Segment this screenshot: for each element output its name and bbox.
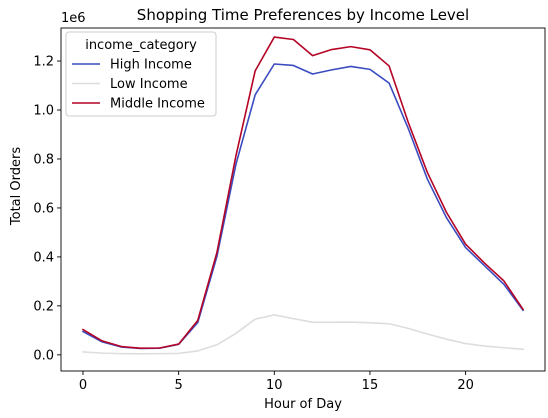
axes-frame bbox=[60, 27, 546, 372]
plot-area: 0 5 10 15 20 0.0 0.2 0.4 0.6 0.8 1.0 1.2 bbox=[33, 27, 546, 393]
x-tick-label: 20 bbox=[457, 378, 474, 393]
y-tick-label: 0.8 bbox=[33, 152, 54, 167]
legend-label-middle-income: Middle Income bbox=[110, 97, 205, 112]
legend-title: income_category bbox=[85, 38, 197, 53]
x-tick-label: 5 bbox=[175, 378, 183, 393]
chart-title: Shopping Time Preferences by Income Leve… bbox=[137, 6, 469, 24]
y-tick-label: 0.2 bbox=[33, 299, 54, 314]
y-tick-label: 0.0 bbox=[33, 348, 54, 363]
x-axis-label: Hour of Day bbox=[264, 397, 342, 412]
x-tick-label: 0 bbox=[79, 378, 87, 393]
legend-label-low-income: Low Income bbox=[110, 77, 188, 92]
y-axis-offset-text: 1e6 bbox=[61, 11, 86, 26]
series-line-low-income bbox=[82, 314, 524, 355]
x-tick-label: 15 bbox=[362, 378, 379, 393]
legend-frame bbox=[65, 31, 217, 117]
y-tick-label: 1.0 bbox=[33, 104, 54, 119]
legend-entries: High Income Low Income Middle Income bbox=[72, 58, 205, 112]
y-tick-label: 0.4 bbox=[33, 250, 54, 265]
x-tick-label: 10 bbox=[266, 378, 283, 393]
y-axis-label: Total Orders bbox=[9, 147, 24, 226]
y-tick-label: 0.6 bbox=[33, 201, 54, 216]
legend: income_category High Income Low Income Mid… bbox=[65, 31, 217, 117]
series-line-middle-income bbox=[81, 36, 525, 350]
y-tick-label: 1.2 bbox=[33, 55, 54, 70]
legend-label-high-income: High Income bbox=[110, 58, 192, 73]
